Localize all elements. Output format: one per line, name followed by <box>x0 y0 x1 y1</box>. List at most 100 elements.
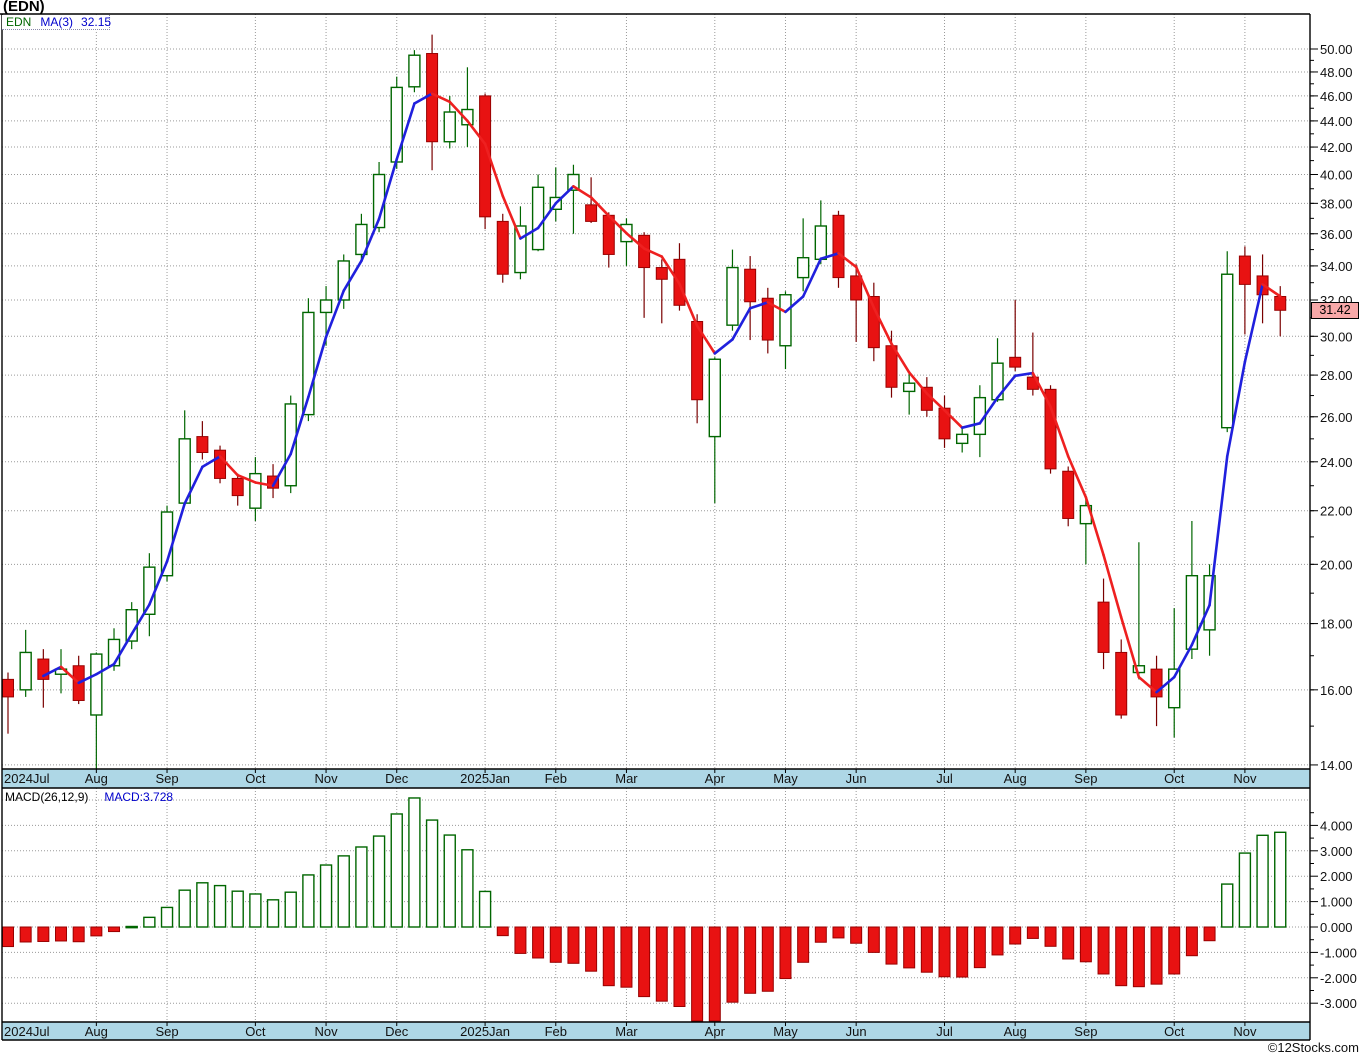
ma-segment <box>413 92 434 105</box>
candle-body <box>1168 668 1181 709</box>
macd-bar <box>708 926 721 1022</box>
ma-segment <box>289 395 310 456</box>
candle-body <box>160 511 174 577</box>
macd-bar <box>655 926 668 1002</box>
month-label: Nov <box>314 771 338 786</box>
macd-tick-label: 1.000 <box>1320 895 1353 910</box>
macd-bar <box>1062 926 1075 960</box>
ma-segment <box>254 481 275 488</box>
macd-bar <box>761 926 774 992</box>
candle-body <box>726 266 739 326</box>
price-legend: EDN MA(3) 32.15 <box>2 15 111 30</box>
candle-body <box>1274 295 1287 311</box>
ma-segment <box>1102 553 1123 619</box>
macd-bar <box>196 882 209 928</box>
macd-tick-label: 4.000 <box>1320 818 1353 833</box>
macd-bar <box>249 893 262 928</box>
macd-bars <box>2 797 1287 1022</box>
macd-bar <box>638 926 651 998</box>
ma-segment <box>731 306 752 341</box>
month-label: Mar <box>615 1024 638 1039</box>
macd-bar <box>726 926 739 1003</box>
macd-bar <box>867 926 880 953</box>
candle-body <box>814 225 828 261</box>
candle-body <box>902 382 916 393</box>
candle-body <box>1044 388 1057 470</box>
ma-segment <box>660 255 681 286</box>
ma-segment <box>42 665 63 678</box>
month-label: Jun <box>846 771 867 786</box>
macd-bar <box>514 926 527 954</box>
candle-body <box>1097 601 1110 653</box>
ma-segment <box>572 185 593 199</box>
macd-bar <box>1221 883 1234 928</box>
ma-segment <box>236 473 257 484</box>
macd-bar <box>37 926 50 942</box>
macd-bar <box>903 926 916 969</box>
macd-value-label: MACD:3.728 <box>104 790 174 804</box>
month-gridlines <box>95 14 1246 1026</box>
ma-segment <box>1119 616 1141 679</box>
macd-bar <box>956 926 969 978</box>
ma-segment <box>130 603 151 636</box>
month-label: Oct <box>245 771 266 786</box>
price-tick-label: 44.00 <box>1320 114 1353 129</box>
macd-bar <box>319 864 333 928</box>
ma-segment <box>625 231 646 250</box>
month-label: 2025Jan <box>460 1024 510 1039</box>
candle-body <box>1062 470 1075 519</box>
candle-body <box>796 256 810 279</box>
ma-segment <box>519 226 540 240</box>
ma-label: MA(3) <box>40 15 74 29</box>
price-tick-label: 24.00 <box>1320 455 1353 470</box>
month-label: Jul <box>936 771 953 786</box>
macd-bar <box>1009 926 1022 945</box>
macd-bar <box>1132 926 1145 988</box>
ma-segment <box>607 214 628 235</box>
month-label: Jun <box>846 1024 867 1039</box>
month-label: Sep <box>155 771 178 786</box>
ma-segment <box>536 202 558 230</box>
ma-segment <box>324 289 346 339</box>
month-label: Sep <box>1074 1024 1097 1039</box>
candle-body <box>196 436 209 453</box>
macd-bar <box>549 926 562 963</box>
price-tick-label: 34.00 <box>1320 259 1353 274</box>
ma-segment <box>925 392 946 412</box>
ma-segment <box>183 465 204 505</box>
ma-segment <box>713 338 734 355</box>
macd-bar <box>231 890 244 928</box>
ma-segment <box>59 665 80 685</box>
ma-segment <box>165 502 186 563</box>
candle-body <box>1009 356 1022 368</box>
ma-segment <box>1013 371 1035 378</box>
ma-segment <box>1225 360 1247 458</box>
macd-bar <box>602 926 615 987</box>
macd-bar <box>2 926 14 948</box>
macd-tick-label: 3.000 <box>1320 844 1353 859</box>
candle-body <box>461 108 474 126</box>
macd-bar <box>372 835 386 928</box>
macd-bar <box>585 926 598 972</box>
macd-tick-label: -1.000 <box>1320 945 1357 960</box>
macd-bar <box>885 926 898 965</box>
macd-gridlines: 4.000 3.000 2.000 1.000 0.000 -1.000 -2.000 -3.… <box>2 799 1357 1011</box>
candle-body <box>249 472 262 509</box>
ma-segment <box>554 185 575 205</box>
ma-segment <box>466 119 487 146</box>
ma-segment <box>148 560 169 606</box>
month-label: Dec <box>385 771 409 786</box>
ma-segment <box>943 409 964 429</box>
ma-segment <box>307 335 328 399</box>
macd-bar <box>90 926 103 937</box>
macd-bar <box>1274 831 1287 928</box>
macd-bar <box>1168 926 1181 975</box>
macd-bar <box>691 926 704 1022</box>
price-tick-label: 16.00 <box>1320 683 1353 698</box>
macd-bar <box>178 889 191 928</box>
candle-body <box>1150 668 1163 698</box>
macd-bar <box>408 797 421 928</box>
month-label-first: 2024Jul <box>4 771 50 786</box>
candle-body <box>355 223 368 256</box>
